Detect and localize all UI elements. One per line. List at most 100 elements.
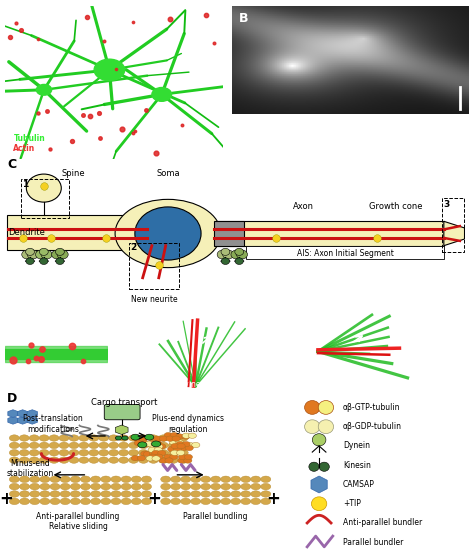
Circle shape xyxy=(131,491,141,497)
Circle shape xyxy=(145,434,154,440)
Circle shape xyxy=(121,476,131,482)
Circle shape xyxy=(178,442,188,448)
Circle shape xyxy=(29,449,39,456)
Circle shape xyxy=(318,420,334,433)
Circle shape xyxy=(27,174,61,202)
Text: 2: 2 xyxy=(130,243,137,252)
Text: Dendrite: Dendrite xyxy=(9,228,46,237)
Text: +: + xyxy=(147,490,161,508)
Text: Anti-parallel bundling
Relative sliding: Anti-parallel bundling Relative sliding xyxy=(36,512,120,531)
Circle shape xyxy=(165,458,173,463)
Circle shape xyxy=(50,491,60,497)
Circle shape xyxy=(69,442,79,448)
Circle shape xyxy=(39,435,49,441)
Circle shape xyxy=(141,476,152,482)
Circle shape xyxy=(59,442,69,448)
Circle shape xyxy=(149,451,157,457)
Circle shape xyxy=(152,441,161,447)
Bar xyxy=(214,221,244,246)
Circle shape xyxy=(22,250,33,259)
Circle shape xyxy=(231,491,241,497)
Circle shape xyxy=(26,258,34,265)
Circle shape xyxy=(30,483,40,490)
Circle shape xyxy=(241,483,251,490)
Circle shape xyxy=(152,451,160,456)
Circle shape xyxy=(151,441,159,446)
Circle shape xyxy=(182,433,191,438)
Bar xyxy=(129,243,180,289)
Circle shape xyxy=(152,87,172,101)
Circle shape xyxy=(111,476,121,482)
Circle shape xyxy=(147,441,156,446)
Circle shape xyxy=(171,483,181,490)
Circle shape xyxy=(168,435,178,441)
Text: Dynein: Dynein xyxy=(343,442,370,451)
Circle shape xyxy=(164,432,173,438)
Circle shape xyxy=(141,451,149,456)
Circle shape xyxy=(168,442,178,448)
Circle shape xyxy=(89,449,99,456)
Circle shape xyxy=(177,443,185,449)
Circle shape xyxy=(140,441,148,446)
Circle shape xyxy=(9,491,19,497)
Circle shape xyxy=(121,491,131,497)
Circle shape xyxy=(235,248,244,256)
Circle shape xyxy=(9,449,19,456)
Circle shape xyxy=(59,449,69,456)
Circle shape xyxy=(101,498,111,505)
Circle shape xyxy=(191,498,201,505)
Circle shape xyxy=(231,483,241,490)
Circle shape xyxy=(101,491,111,497)
Circle shape xyxy=(178,457,188,463)
Circle shape xyxy=(158,442,168,448)
Circle shape xyxy=(251,498,261,505)
Circle shape xyxy=(109,457,118,463)
Circle shape xyxy=(176,450,185,456)
Circle shape xyxy=(178,449,188,456)
Text: New neurite: New neurite xyxy=(172,380,219,389)
Circle shape xyxy=(40,491,50,497)
Circle shape xyxy=(145,441,153,446)
Text: Growth cone: Growth cone xyxy=(339,380,388,389)
Text: 1: 1 xyxy=(22,180,28,189)
Circle shape xyxy=(201,491,211,497)
Circle shape xyxy=(56,258,64,265)
Circle shape xyxy=(149,454,157,460)
Circle shape xyxy=(201,483,211,490)
Circle shape xyxy=(79,449,89,456)
Circle shape xyxy=(181,476,191,482)
Circle shape xyxy=(89,442,99,448)
Circle shape xyxy=(19,442,29,448)
Circle shape xyxy=(149,444,157,449)
Circle shape xyxy=(154,436,162,441)
Circle shape xyxy=(251,476,261,482)
Bar xyxy=(21,179,69,218)
Circle shape xyxy=(159,436,168,441)
Circle shape xyxy=(91,476,101,482)
Circle shape xyxy=(109,449,118,456)
Circle shape xyxy=(148,449,158,456)
Circle shape xyxy=(161,476,171,482)
Circle shape xyxy=(221,483,231,490)
Circle shape xyxy=(60,476,70,482)
Circle shape xyxy=(138,449,148,456)
Circle shape xyxy=(155,444,163,449)
Text: +: + xyxy=(0,490,13,508)
Circle shape xyxy=(191,483,201,490)
Circle shape xyxy=(91,483,101,490)
Circle shape xyxy=(50,498,60,505)
Circle shape xyxy=(146,451,155,456)
Circle shape xyxy=(179,446,187,451)
Circle shape xyxy=(118,449,128,456)
Circle shape xyxy=(111,491,121,497)
Circle shape xyxy=(118,442,128,448)
Circle shape xyxy=(89,457,99,463)
Circle shape xyxy=(19,449,29,456)
Circle shape xyxy=(171,476,181,482)
Circle shape xyxy=(241,498,251,505)
Text: Minus-end
stabilization: Minus-end stabilization xyxy=(6,458,54,478)
Circle shape xyxy=(158,435,168,441)
Text: D: D xyxy=(7,392,17,405)
Circle shape xyxy=(131,483,141,490)
Circle shape xyxy=(309,462,319,471)
